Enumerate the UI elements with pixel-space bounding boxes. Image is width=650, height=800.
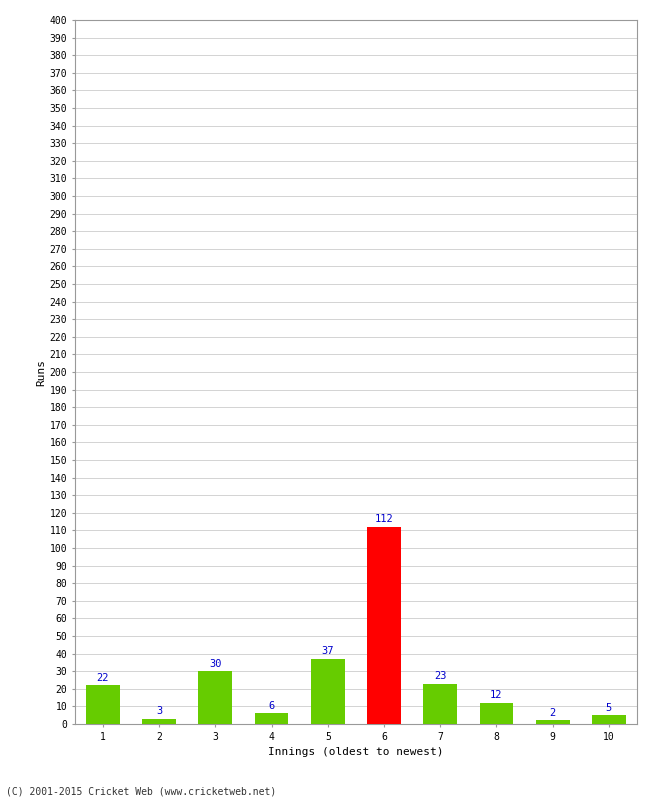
- Text: 6: 6: [268, 701, 275, 710]
- Text: 23: 23: [434, 671, 447, 681]
- Text: 112: 112: [374, 514, 393, 524]
- Text: 37: 37: [322, 646, 334, 656]
- X-axis label: Innings (oldest to newest): Innings (oldest to newest): [268, 747, 443, 757]
- Text: 12: 12: [490, 690, 502, 700]
- Bar: [480, 703, 514, 724]
- Bar: [198, 671, 232, 724]
- Text: 3: 3: [156, 706, 162, 716]
- Bar: [367, 527, 401, 724]
- Bar: [536, 721, 569, 724]
- Text: 22: 22: [97, 673, 109, 682]
- Bar: [255, 714, 289, 724]
- Bar: [311, 659, 344, 724]
- Bar: [86, 686, 120, 724]
- Y-axis label: Runs: Runs: [36, 358, 47, 386]
- Text: 5: 5: [606, 702, 612, 713]
- Text: 30: 30: [209, 658, 222, 669]
- Bar: [142, 718, 176, 724]
- Text: 2: 2: [549, 708, 556, 718]
- Text: (C) 2001-2015 Cricket Web (www.cricketweb.net): (C) 2001-2015 Cricket Web (www.cricketwe…: [6, 786, 277, 796]
- Bar: [423, 683, 457, 724]
- Bar: [592, 715, 626, 724]
